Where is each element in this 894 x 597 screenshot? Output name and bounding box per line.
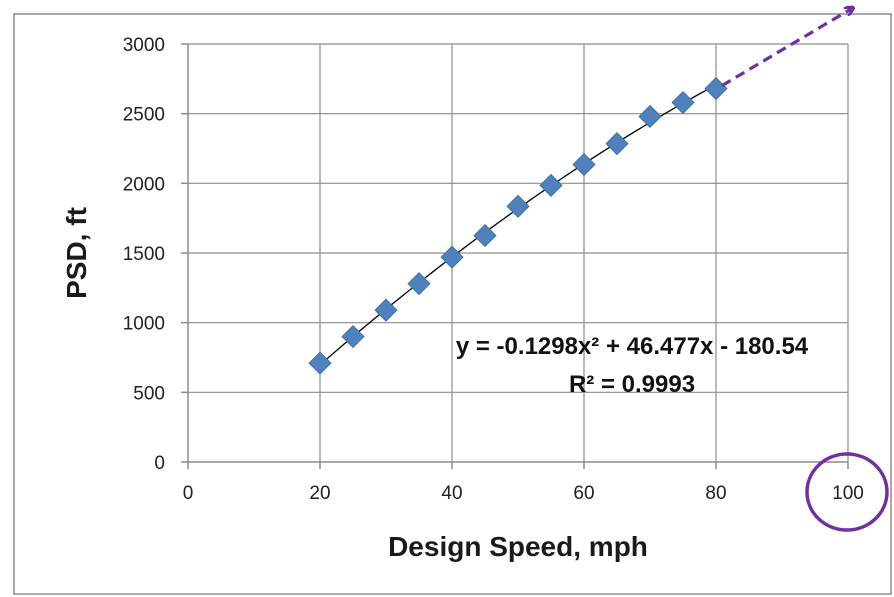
y-tick-labels: 0 500 1000 1500 2000 2500 3000 xyxy=(123,35,165,474)
data-point-6 xyxy=(506,194,530,218)
x-tick-label-1: 20 xyxy=(309,483,330,504)
x-tick-labels: 0 20 40 60 80 100 xyxy=(183,483,864,504)
x-tick-label-5: 100 xyxy=(832,483,864,504)
axes xyxy=(181,43,849,469)
r-squared-label: R² = 0.9993 xyxy=(569,371,695,398)
x-axis-title: Design Speed, mph xyxy=(388,531,648,562)
data-point-1 xyxy=(341,325,365,349)
data-points xyxy=(308,77,728,375)
data-point-9 xyxy=(605,132,629,156)
y-tick-label-0: 0 xyxy=(154,453,165,474)
annotations xyxy=(721,9,889,532)
highlight-circle xyxy=(805,452,889,532)
y-tick-label-5: 2500 xyxy=(123,105,165,126)
data-point-7 xyxy=(539,173,563,197)
y-tick-label-1: 500 xyxy=(133,383,165,404)
y-tick-label-6: 3000 xyxy=(123,35,165,56)
data-point-11 xyxy=(671,90,695,115)
data-point-0 xyxy=(308,351,332,375)
data-point-4 xyxy=(440,245,464,269)
y-tick-label-2: 1000 xyxy=(123,314,165,335)
data-point-3 xyxy=(407,272,431,296)
y-tick-label-4: 2000 xyxy=(123,174,165,195)
grid xyxy=(188,43,849,462)
data-point-5 xyxy=(473,224,497,248)
x-tick-label-4: 80 xyxy=(705,483,726,504)
chart-border xyxy=(13,13,892,595)
data-point-2 xyxy=(374,298,398,322)
x-tick-label-2: 40 xyxy=(441,483,462,504)
y-axis-title: PSD, ft xyxy=(61,207,92,299)
extrapolation-arrow xyxy=(721,9,851,87)
trendline-equation: y = -0.1298x² + 46.477x - 180.54 xyxy=(456,333,809,360)
data-point-10 xyxy=(638,104,662,129)
x-tick-label-3: 60 xyxy=(573,483,594,504)
y-tick-label-3: 1500 xyxy=(123,244,165,265)
data-point-8 xyxy=(572,152,596,177)
x-tick-label-0: 0 xyxy=(183,483,194,504)
data-point-12 xyxy=(704,77,728,101)
